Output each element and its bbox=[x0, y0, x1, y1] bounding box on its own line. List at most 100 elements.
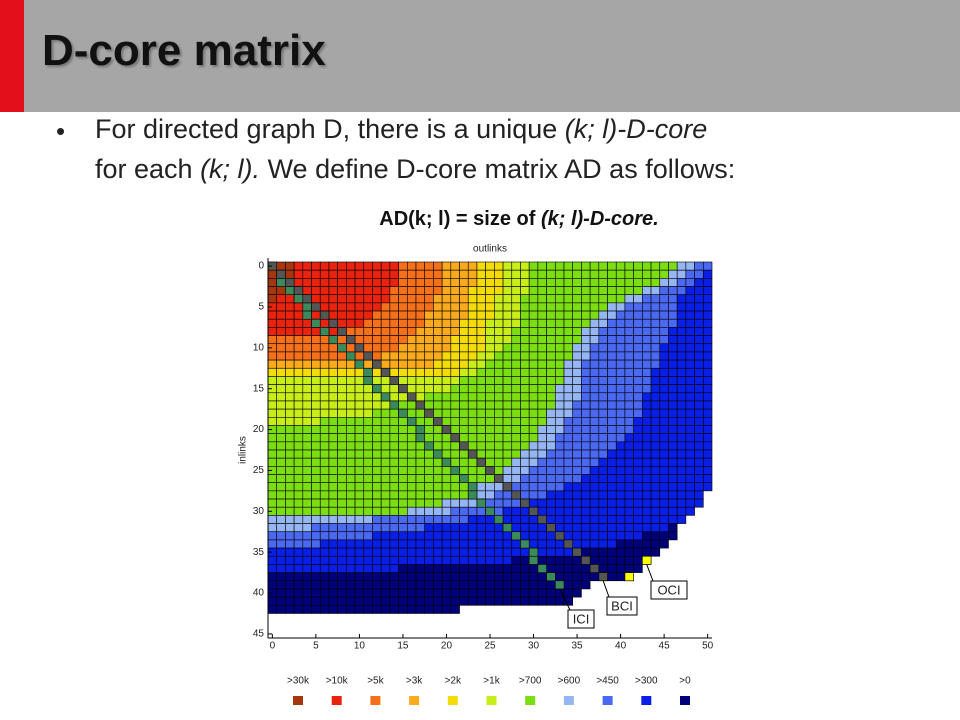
heat-cell bbox=[563, 547, 574, 557]
core-cell bbox=[511, 490, 521, 500]
heat-cell bbox=[276, 384, 286, 394]
heat-cell bbox=[520, 310, 530, 320]
heat-cell bbox=[685, 392, 695, 402]
heat-cell bbox=[607, 400, 617, 410]
heat-cell bbox=[494, 261, 504, 271]
x-tick-label: 5 bbox=[313, 641, 319, 652]
heat-cell bbox=[293, 539, 304, 549]
core-cell bbox=[363, 351, 373, 361]
heat-cell bbox=[415, 417, 426, 426]
heat-cell bbox=[285, 490, 295, 500]
heat-cell bbox=[528, 433, 539, 443]
heat-cell bbox=[433, 539, 443, 549]
heat-cell bbox=[642, 351, 652, 361]
heat-cell bbox=[694, 449, 704, 459]
heat-cell bbox=[267, 278, 278, 287]
legend-swatch bbox=[563, 696, 574, 705]
heat-cell bbox=[511, 523, 521, 533]
heat-cell bbox=[450, 343, 460, 353]
heat-cell bbox=[328, 343, 338, 353]
heat-cell bbox=[319, 384, 330, 394]
heat-cell bbox=[293, 474, 304, 483]
heat-cell bbox=[528, 278, 539, 287]
heat-cell bbox=[511, 580, 521, 590]
heat-cell bbox=[424, 351, 434, 361]
heat-cell bbox=[293, 384, 304, 394]
heat-cell bbox=[459, 498, 469, 508]
heat-cell bbox=[302, 506, 312, 516]
heat-cell bbox=[337, 417, 347, 426]
x-tick-label: 40 bbox=[615, 641, 627, 652]
heat-cell bbox=[615, 294, 626, 304]
heat-cell bbox=[502, 408, 513, 418]
heat-cell bbox=[702, 359, 713, 369]
heat-cell bbox=[285, 392, 295, 402]
core-cell bbox=[302, 302, 312, 312]
heat-cell bbox=[581, 490, 591, 500]
heat-cell bbox=[380, 474, 391, 483]
heat-cell bbox=[337, 278, 347, 287]
heat-cell bbox=[598, 261, 608, 271]
heat-cell bbox=[702, 294, 713, 304]
heat-cell bbox=[267, 392, 278, 402]
core-cell bbox=[415, 433, 426, 443]
heat-cell bbox=[685, 327, 695, 336]
heat-cell bbox=[433, 596, 443, 606]
heat-cell bbox=[537, 490, 547, 500]
heat-cell bbox=[676, 417, 687, 426]
heat-cell bbox=[389, 547, 399, 557]
heat-cell bbox=[276, 523, 286, 533]
heat-cell bbox=[406, 425, 417, 434]
heat-cell bbox=[467, 343, 478, 353]
heat-cell bbox=[676, 343, 687, 353]
heat-cell bbox=[398, 482, 408, 492]
heat-cell bbox=[328, 482, 338, 492]
heat-cell bbox=[650, 523, 661, 533]
heat-cell bbox=[276, 327, 286, 336]
heat-cell bbox=[285, 408, 295, 418]
legend-label: >1k bbox=[483, 676, 500, 687]
heat-cell bbox=[441, 474, 452, 483]
heat-cell bbox=[511, 588, 521, 598]
heat-cell bbox=[433, 482, 443, 492]
core-cell bbox=[450, 433, 460, 443]
heat-cell bbox=[302, 555, 312, 565]
heat-cell bbox=[642, 392, 652, 402]
heat-cell bbox=[520, 343, 530, 353]
heat-cell bbox=[528, 327, 539, 336]
heat-cell bbox=[485, 539, 495, 549]
heat-cell bbox=[415, 466, 426, 475]
heat-cell bbox=[685, 351, 695, 361]
heat-cell bbox=[337, 564, 347, 573]
heat-cell bbox=[546, 531, 556, 541]
heat-cell bbox=[659, 269, 669, 279]
heat-cell bbox=[485, 351, 495, 361]
core-cell bbox=[589, 564, 600, 573]
heat-cell bbox=[572, 433, 582, 443]
heat-cell bbox=[433, 547, 443, 557]
heat-cell bbox=[346, 302, 356, 312]
heat-cell bbox=[415, 555, 426, 565]
heat-cell bbox=[441, 531, 452, 541]
heat-cell bbox=[485, 523, 495, 533]
heat-cell bbox=[668, 408, 678, 418]
heat-cell bbox=[598, 351, 608, 361]
heat-cell bbox=[424, 376, 434, 385]
heat-cell bbox=[659, 294, 669, 304]
heat-cell bbox=[415, 539, 426, 549]
heat-cell bbox=[485, 547, 495, 557]
heat-cell bbox=[398, 506, 408, 516]
heat-cell bbox=[441, 417, 452, 426]
heat-cell bbox=[380, 261, 391, 271]
heat-cell bbox=[328, 286, 338, 295]
heat-cell bbox=[406, 523, 417, 533]
heat-cell bbox=[554, 482, 565, 492]
heat-cell bbox=[650, 539, 661, 549]
heat-cell bbox=[581, 351, 591, 361]
heat-cell bbox=[615, 449, 626, 459]
heat-cell bbox=[476, 474, 486, 483]
heat-cell bbox=[363, 515, 373, 524]
heat-cell bbox=[302, 343, 312, 353]
heat-cell bbox=[685, 318, 695, 328]
heat-cell bbox=[563, 302, 574, 312]
